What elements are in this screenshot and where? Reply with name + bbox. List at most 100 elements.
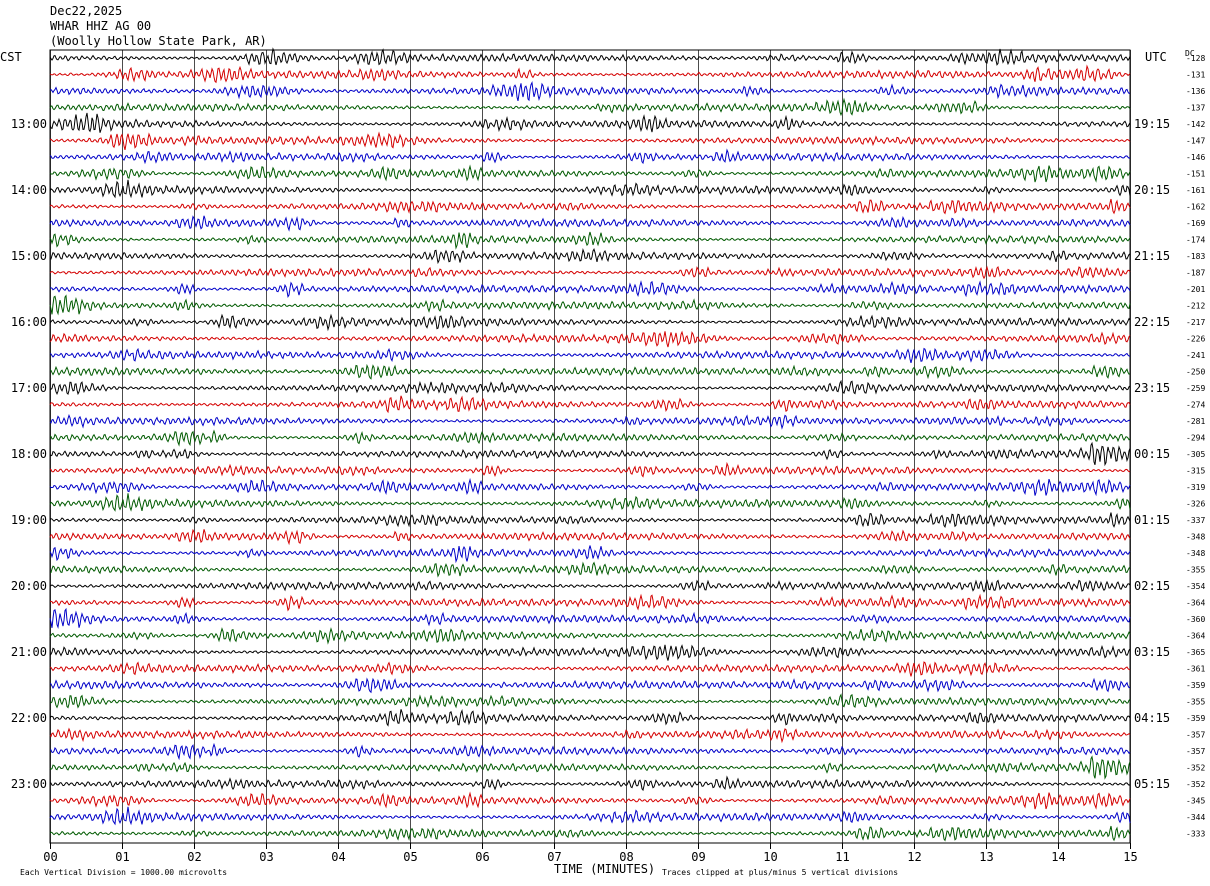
dc-offset-label: -345 [1186, 797, 1205, 806]
utc-hour-label: 02:15 [1134, 579, 1170, 593]
trace-row-46 [49, 791, 1131, 810]
dc-offset-label: -250 [1186, 368, 1205, 377]
dc-offset-label: -212 [1186, 302, 1205, 311]
trace-row-9 [49, 179, 1131, 199]
dc-offset-label: -294 [1186, 434, 1205, 443]
dc-offset-label: -281 [1186, 417, 1205, 426]
dc-offset-label: -359 [1186, 714, 1205, 723]
x-tick-label: 00 [43, 850, 57, 864]
trace-row-34 [49, 593, 1131, 612]
dc-offset-label: -361 [1186, 665, 1205, 674]
dc-offset-label: -344 [1186, 813, 1205, 822]
trace-row-36 [49, 627, 1131, 645]
dc-offset-label: -169 [1186, 219, 1205, 228]
cst-hour-label: 19:00 [11, 513, 47, 527]
trace-row-30 [49, 528, 1131, 546]
trace-row-13 [49, 247, 1131, 265]
cst-hour-label: 16:00 [11, 315, 47, 329]
date-label: Dec22,2025 [50, 4, 123, 18]
x-tick-label: 07 [547, 850, 561, 864]
dc-offset-label: -354 [1186, 582, 1205, 591]
x-tick-label: 12 [907, 850, 921, 864]
trace-row-4 [49, 97, 1131, 117]
dc-label: DC [1185, 49, 1195, 58]
utc-hour-label: 04:15 [1134, 711, 1170, 725]
trace-row-15 [49, 280, 1131, 298]
trace-row-18 [49, 330, 1131, 348]
x-tick-label: 06 [475, 850, 489, 864]
dc-offset-label: -174 [1186, 236, 1205, 245]
utc-label: UTC [1145, 50, 1167, 64]
trace-row-5 [49, 112, 1131, 133]
cst-hour-label: 14:00 [11, 183, 47, 197]
trace-row-40 [49, 693, 1131, 709]
dc-offset-label: -161 [1186, 186, 1205, 195]
trace-row-7 [49, 148, 1131, 165]
dc-offset-label: -305 [1186, 450, 1205, 459]
trace-row-14 [49, 265, 1131, 280]
trace-row-35 [49, 607, 1131, 630]
dc-offset-label: -333 [1186, 830, 1205, 839]
utc-hour-label: 19:15 [1134, 117, 1170, 131]
clip-note: Traces clipped at plus/minus 5 vertical … [662, 868, 899, 877]
dc-offset-label: -357 [1186, 731, 1205, 740]
cst-hour-label: 18:00 [11, 447, 47, 461]
dc-offset-label: -326 [1186, 500, 1205, 509]
x-tick-label: 11 [835, 850, 849, 864]
trace-row-16 [49, 294, 1131, 316]
dc-offset-label: -348 [1186, 533, 1205, 542]
trace-row-29 [49, 512, 1131, 529]
dc-offset-label: -131 [1186, 71, 1205, 80]
trace-row-48 [49, 825, 1131, 842]
dc-offset-label: -357 [1186, 747, 1205, 756]
location-label: (Woolly Hollow State Park, AR) [50, 34, 267, 48]
dc-offset-label: -162 [1186, 203, 1205, 212]
dc-offset-label: -352 [1186, 780, 1205, 789]
scale-note: Each Vertical Division = 1000.00 microvo… [20, 868, 228, 877]
dc-offset-label: -187 [1186, 269, 1205, 278]
station-label: WHAR HHZ AG 00 [50, 19, 152, 33]
utc-hour-label: 00:15 [1134, 447, 1170, 461]
trace-row-28 [49, 493, 1131, 512]
trace-row-42 [49, 727, 1131, 744]
cst-hour-label: 22:00 [11, 711, 47, 725]
x-tick-label: 14 [1051, 850, 1065, 864]
x-axis-title: TIME (MINUTES) [554, 862, 656, 876]
utc-hour-label: 05:15 [1134, 777, 1170, 791]
trace-row-39 [49, 677, 1131, 694]
dc-offset-label: -348 [1186, 549, 1205, 558]
trace-row-31 [49, 545, 1131, 564]
x-tick-label: 02 [187, 850, 201, 864]
dc-offset-label: -337 [1186, 516, 1205, 525]
dc-offset-label: -147 [1186, 137, 1205, 146]
trace-row-2 [49, 64, 1131, 84]
cst-hour-label: 15:00 [11, 249, 47, 263]
cst-hour-label: 20:00 [11, 579, 47, 593]
trace-row-3 [49, 81, 1131, 102]
x-tick-label: 05 [403, 850, 417, 864]
trace-row-43 [49, 742, 1131, 761]
trace-row-17 [49, 313, 1131, 332]
dc-offset-label: -137 [1186, 104, 1205, 113]
utc-hour-label: 21:15 [1134, 249, 1170, 263]
trace-row-21 [49, 379, 1131, 396]
trace-row-8 [49, 164, 1131, 183]
dc-offset-label: -364 [1186, 599, 1205, 608]
trace-row-41 [49, 708, 1131, 727]
cst-hour-label: 13:00 [11, 117, 47, 131]
trace-row-1 [49, 47, 1131, 66]
trace-row-37 [49, 644, 1131, 661]
x-tick-label: 04 [331, 850, 345, 864]
x-tick-label: 15 [1123, 850, 1137, 864]
dc-offset-label: -128 [1186, 54, 1205, 63]
trace-row-27 [49, 477, 1131, 497]
utc-hour-label: 03:15 [1134, 645, 1170, 659]
x-tick-label: 09 [691, 850, 705, 864]
trace-row-45 [49, 775, 1131, 792]
cst-hour-label: 23:00 [11, 777, 47, 791]
trace-row-24 [49, 429, 1131, 447]
trace-row-47 [49, 806, 1131, 826]
dc-offset-label: -259 [1186, 384, 1205, 393]
cst-label: CST [0, 50, 22, 64]
